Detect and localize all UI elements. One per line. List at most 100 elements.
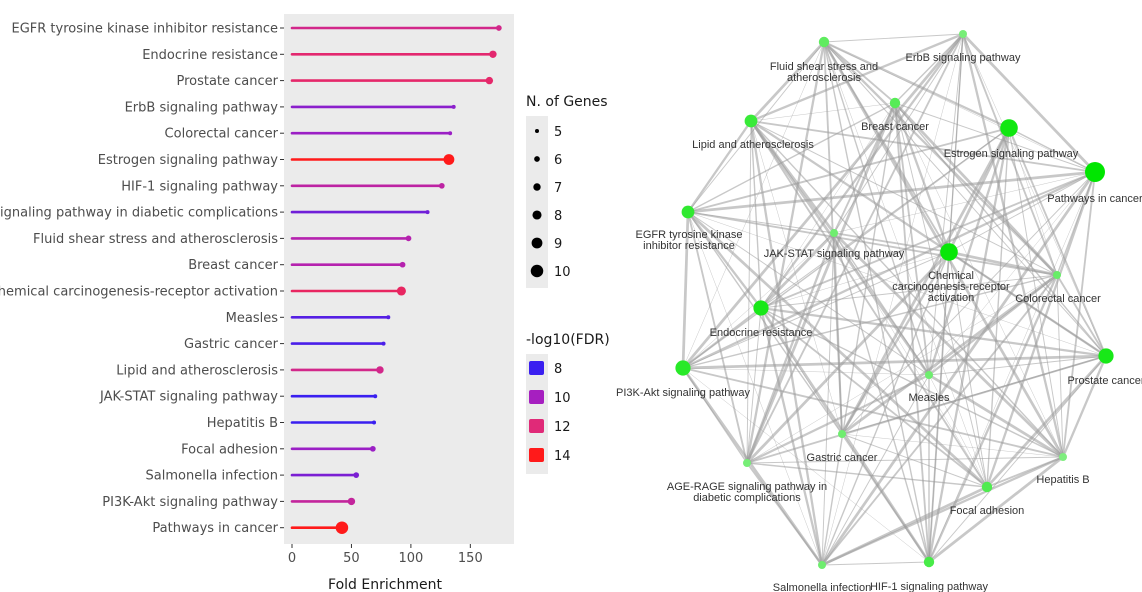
y-tick-label: Hepatitis B (207, 416, 278, 431)
network-edge (682, 367, 930, 376)
network-edge (986, 127, 1010, 488)
size-legend: N. of Genes 5 6 7 8 9 10 (526, 94, 608, 288)
y-tick-label: PI3K-Akt signaling pathway (102, 495, 278, 510)
network-edge (750, 120, 1064, 458)
lollipop-dot (353, 472, 360, 478)
network-node (981, 481, 993, 493)
network-node (743, 459, 751, 467)
network-edge (841, 433, 1064, 458)
network-node-label: EGFR tyrosine kinase (636, 229, 743, 241)
lollipop-dot (376, 366, 384, 374)
network-node-label: Lipid and atherosclerosis (692, 139, 814, 151)
network-edge (833, 171, 1096, 234)
lollipop-dot (485, 76, 494, 85)
y-tick-label: Prostate cancer (176, 74, 278, 89)
network-edge (833, 232, 988, 488)
network-edge (894, 102, 930, 563)
lollipop-dot (372, 420, 377, 425)
network-edge (746, 462, 988, 488)
lollipop-dot (381, 341, 386, 346)
network-node (923, 556, 935, 568)
size-legend-key (535, 129, 539, 133)
lollipop-dot (399, 261, 406, 268)
network-edge (746, 251, 950, 464)
network-edge (821, 232, 835, 566)
network-node (818, 561, 826, 569)
network-edge (893, 102, 951, 253)
network-edge (682, 307, 762, 369)
y-tick-label: Focal adhesion (181, 442, 278, 457)
network-edge (760, 232, 835, 309)
lollipop-dot (489, 50, 497, 58)
network-edge (746, 355, 1107, 464)
network-node-label: diabetic complications (693, 492, 801, 504)
y-tick-label: Lipid and atherosclerosis (116, 363, 278, 378)
network-edge (687, 120, 752, 213)
network-node (1059, 453, 1067, 461)
size-legend-label: 9 (554, 237, 562, 252)
y-tick-label: Fluid shear stress and atherosclerosis (33, 232, 278, 247)
network-node-label: Colorectal cancer (1015, 293, 1101, 305)
y-tick-label: Salmonella infection (146, 469, 278, 484)
network-node-label: Hepatitis B (1036, 474, 1089, 486)
network-edge (948, 250, 1058, 277)
network-edge (746, 274, 1058, 464)
network-edge (841, 433, 930, 563)
network-edge (760, 306, 1107, 358)
network-node (818, 36, 830, 48)
network-node-label: atherosclerosis (787, 72, 861, 84)
network-node-label: Chemical (928, 270, 974, 282)
network-edge (1061, 355, 1108, 458)
lollipop-chart: EGFR tyrosine kinase inhibitor resistanc… (0, 14, 514, 592)
network-edge (821, 561, 930, 566)
network-node-label: Prostate cancer (1067, 375, 1142, 387)
lollipop-dot (451, 104, 456, 109)
network-edge (928, 251, 950, 563)
network-node (1000, 119, 1018, 137)
network-edge (746, 373, 930, 465)
network-edge (682, 251, 950, 369)
network-edge (750, 32, 964, 123)
size-legend-key (534, 156, 540, 162)
y-tick-label: Breast cancer (188, 258, 278, 273)
network-edge (841, 273, 1058, 436)
network-node-label: Endocrine resistance (710, 327, 813, 339)
network-node (925, 371, 933, 379)
lollipop-dot (396, 286, 406, 296)
network-edge (821, 374, 930, 566)
network-node (1098, 348, 1114, 364)
plot-panel (284, 14, 514, 544)
network-edge (823, 41, 1107, 357)
network-node-label: Fluid shear stress and (770, 61, 878, 73)
network-edge (841, 433, 988, 488)
network-node-label: AGE-RAGE signaling pathway in (667, 481, 827, 493)
network-edge (962, 33, 1096, 173)
network-edge (928, 374, 988, 488)
network-edge (821, 33, 964, 566)
network-edge (823, 41, 896, 104)
network-node (681, 205, 695, 219)
size-legend-key-bg (526, 116, 548, 288)
network-edge (962, 33, 1058, 276)
network-edge (1062, 171, 1096, 458)
network-edge (760, 274, 1058, 309)
lollipop-dot (369, 445, 376, 452)
y-tick-label: AGE-RAGE signaling pathway in diabetic c… (0, 206, 278, 221)
lollipop-dot (373, 394, 378, 399)
network-edge (821, 251, 950, 566)
network-edge (928, 355, 1107, 376)
color-legend-title: -log10(FDR) (526, 332, 610, 348)
network-node (675, 360, 691, 376)
size-legend-key (530, 264, 544, 278)
network-edge (821, 485, 988, 567)
network-edge (948, 251, 1107, 357)
network-edge (928, 373, 1064, 459)
network-edge (687, 211, 1107, 357)
network-edge (681, 211, 690, 369)
network-edge (833, 232, 1064, 458)
network-edge (823, 41, 1096, 173)
color-legend-swatch (529, 448, 544, 462)
size-legend-label: 6 (554, 153, 562, 168)
lollipop-dot (443, 154, 455, 165)
network-edge (760, 102, 896, 309)
